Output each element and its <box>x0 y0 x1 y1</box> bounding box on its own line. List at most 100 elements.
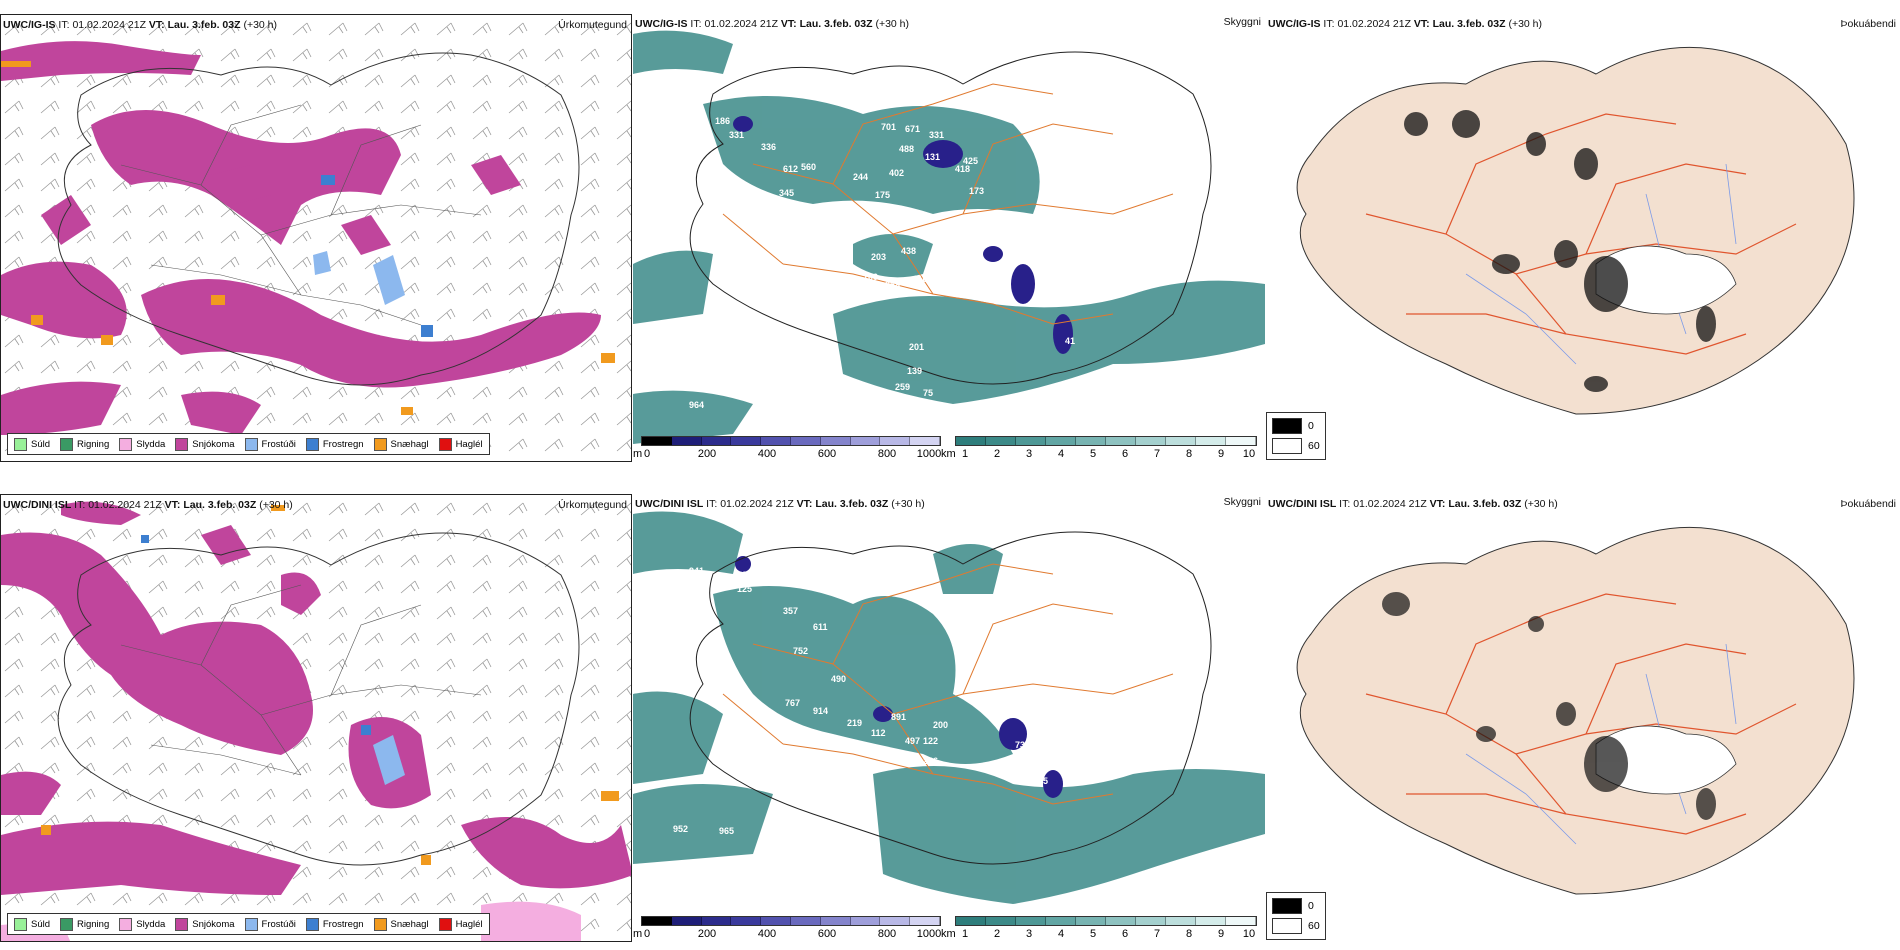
precip-type-legend: Súld Rigning Slydda Snjókoma Frostúði Fr… <box>7 433 490 455</box>
km-tick: 4 <box>1057 448 1065 460</box>
visibility-value-label: 287 <box>859 744 874 754</box>
height-tick: 200 <box>697 448 717 460</box>
km-tick: 1 <box>961 928 969 940</box>
km-tick: 2 <box>993 928 1001 940</box>
visibility-value-label: 236 <box>923 756 938 766</box>
panel-header: UWC/IG-IS IT: 01.02.2024 21Z VT: Lau. 3.… <box>635 18 910 30</box>
visibility-colorbars: m 0 200 400 600 800 1000 km 1 2 3 4 5 6 … <box>633 436 1265 462</box>
visibility-value-label: 438 <box>901 246 916 256</box>
visibility-value-label: 941 <box>689 566 704 576</box>
visibility-value-label: 259 <box>895 382 910 392</box>
visibility-value-label: 612 <box>783 164 798 174</box>
visibility-value-label: 173 <box>969 186 984 196</box>
km-colorbar <box>955 916 1257 926</box>
visibility-value-label: 914 <box>813 706 828 716</box>
km-tick: 5 <box>1089 928 1097 940</box>
visibility-value-label: 402 <box>889 168 904 178</box>
visibility-value-label: 952 <box>673 824 688 834</box>
visibility-value-label: 186 <box>715 116 730 126</box>
fog-map-graphic <box>1296 46 1855 415</box>
visibility-value-label: 60 <box>945 252 955 262</box>
km-tick: 8 <box>1185 448 1193 460</box>
visibility-value-label: 611 <box>813 622 828 632</box>
height-tick: 800 <box>877 928 897 940</box>
visibility-value-label: 110 <box>913 274 928 284</box>
height-tick: 1000 <box>916 928 942 940</box>
precip-map-graphic <box>1 15 631 461</box>
visibility-map-row1: 186 331 336 612 560 345 654 244 402 175 701 671 488 3… <box>633 14 1265 462</box>
panel-header: UWC/IG-IS IT: 01.02.2024 21Z VT: Lau. 3.… <box>1268 18 1543 30</box>
visibility-value-label: 488 <box>899 144 914 154</box>
legend-item-hail: Haglél <box>438 437 483 451</box>
visibility-value-label: 425 <box>963 156 978 166</box>
height-unit: m <box>633 448 643 460</box>
precip-title: Úrkomutegund <box>558 499 627 511</box>
visibility-value-label: 778 <box>1169 924 1184 934</box>
legend-item-hail: Haglél <box>438 917 483 931</box>
precip-title: Úrkomutegund <box>558 19 627 31</box>
km-tick: 8 <box>1185 928 1193 940</box>
height-tick: 200 <box>697 928 717 940</box>
visibility-value-label: 961 <box>811 414 826 424</box>
visibility-value-label: 965 <box>719 826 734 836</box>
fog-index-map-row2: UWC/DINI ISL IT: 01.02.2024 21Z VT: Lau.… <box>1266 494 1900 942</box>
visibility-colorbars: m 0 200 400 600 800 1000 km 1 2 3 4 5 6 … <box>633 916 1265 942</box>
visibility-value-label: 752 <box>793 646 808 656</box>
visibility-value-label: 219 <box>847 718 862 728</box>
height-colorbar <box>641 436 941 446</box>
height-tick: 0 <box>643 448 651 460</box>
visibility-value-label: 125 <box>737 584 752 594</box>
panel-header: UWC/DINI ISL IT: 01.02.2024 21Z VT: Lau.… <box>1268 498 1558 510</box>
legend-item-freezing-drizzle: Frostúði <box>244 437 296 451</box>
visibility-value-label: 203 <box>871 252 886 262</box>
visibility-map-graphic: 941 207 125 357 611 752 490 767 914 219 287 891 112 1… <box>633 511 1265 934</box>
fog-index-legend: 0 60 <box>1266 412 1326 460</box>
visibility-value-label: 200 <box>933 720 948 730</box>
km-tick: 6 <box>1121 448 1129 460</box>
visibility-map-graphic: 186 331 336 612 560 345 654 244 402 175 701 671 488 3… <box>633 30 1265 444</box>
legend-item-drizzle: Súld <box>14 437 50 451</box>
height-tick: 1000 <box>916 448 942 460</box>
legend-item-snow-pellets: Snæhagl <box>373 917 429 931</box>
visibility-value-label: 418 <box>955 164 970 174</box>
visibility-value-label: 497 <box>905 736 920 746</box>
visibility-value-label: 671 <box>905 124 920 134</box>
visibility-title: Skyggni <box>1223 16 1261 28</box>
fog-legend-low: 60 <box>1308 920 1320 932</box>
visibility-map-row2: 941 207 125 357 611 752 490 767 914 219 287 891 112 1… <box>633 494 1265 942</box>
visibility-value-label: 207 <box>733 570 748 580</box>
visibility-value-label: 100 <box>863 272 878 282</box>
height-unit: m <box>633 928 643 940</box>
visibility-value-label: 767 <box>785 698 800 708</box>
km-tick: 4 <box>1057 928 1065 940</box>
height-colorbar <box>641 916 941 926</box>
legend-item-sleet: Slydda <box>119 917 165 931</box>
panel-header: UWC/DINI ISL IT: 01.02.2024 21Z VT: Lau.… <box>3 499 293 511</box>
visibility-value-label: 336 <box>761 142 776 152</box>
fog-index-map-row1: UWC/IG-IS IT: 01.02.2024 21Z VT: Lau. 3.… <box>1266 14 1900 462</box>
height-tick: 0 <box>643 928 651 940</box>
panel-header: UWC/IG-IS IT: 01.02.2024 21Z VT: Lau. 3.… <box>3 19 278 31</box>
legend-item-sleet: Slydda <box>119 437 165 451</box>
fog-map-graphic <box>1296 526 1855 895</box>
visibility-value-label: 175 <box>875 190 890 200</box>
visibility-value-label: 964 <box>689 400 704 410</box>
visibility-value-label: 244 <box>853 172 868 182</box>
km-tick: 7 <box>1153 448 1161 460</box>
height-tick: 600 <box>817 448 837 460</box>
km-tick: 1 <box>961 448 969 460</box>
visibility-value-label: 654 <box>797 212 812 222</box>
km-tick: 9 <box>1217 448 1225 460</box>
fog-legend-high: 0 <box>1308 420 1314 432</box>
visibility-value-label: 139 <box>907 366 922 376</box>
fog-index-legend: 0 60 <box>1266 892 1326 940</box>
fog-title: Þokuábendi <box>1840 18 1896 30</box>
visibility-value-label: 490 <box>831 674 846 684</box>
km-tick: 5 <box>1089 448 1097 460</box>
visibility-title: Skyggni <box>1223 496 1261 508</box>
fog-legend-low: 60 <box>1308 440 1320 452</box>
height-tick: 600 <box>817 928 837 940</box>
visibility-value-label: 112 <box>871 728 886 738</box>
legend-item-snow: Snjókoma <box>175 437 235 451</box>
panel-header: UWC/DINI ISL IT: 01.02.2024 21Z VT: Lau.… <box>635 498 925 510</box>
